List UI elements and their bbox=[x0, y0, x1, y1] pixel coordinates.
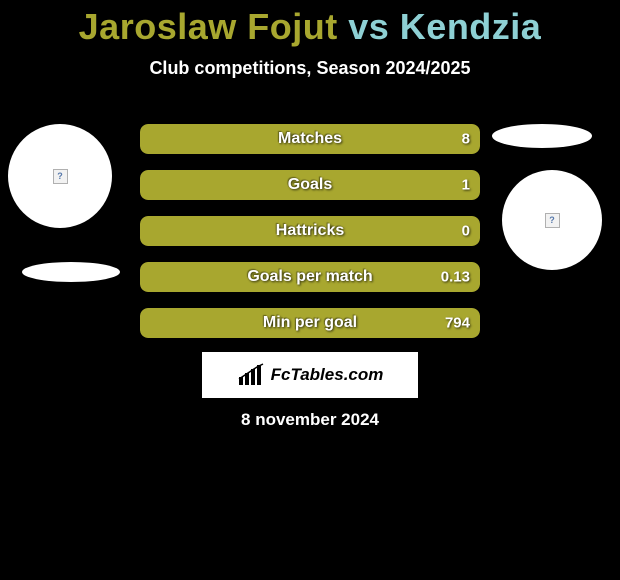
image-placeholder-icon: ? bbox=[545, 213, 560, 228]
stat-bar: Min per goal 794 bbox=[140, 308, 480, 338]
bar-label: Goals bbox=[288, 176, 332, 194]
title-player2: Kendzia bbox=[400, 6, 542, 47]
bar-label: Hattricks bbox=[276, 222, 344, 240]
bar-value-right: 0 bbox=[462, 223, 470, 240]
brand-box: FcTables.com bbox=[202, 352, 418, 398]
footer-date: 8 november 2024 bbox=[241, 410, 379, 430]
title-vs: vs bbox=[348, 6, 389, 47]
bar-label: Min per goal bbox=[263, 314, 357, 332]
brand-chart-icon bbox=[237, 363, 265, 387]
page-title: Jaroslaw Fojut vs Kendzia bbox=[0, 0, 620, 48]
image-placeholder-icon: ? bbox=[53, 169, 68, 184]
bar-value-right: 8 bbox=[462, 131, 470, 148]
avatar-shadow-left bbox=[22, 262, 120, 282]
brand-text: FcTables.com bbox=[271, 365, 384, 385]
bar-value-right: 794 bbox=[445, 315, 470, 332]
stat-bar: Hattricks 0 bbox=[140, 216, 480, 246]
bar-value-right: 1 bbox=[462, 177, 470, 194]
bar-label: Goals per match bbox=[247, 268, 372, 286]
bar-label: Matches bbox=[278, 130, 342, 148]
stat-bar: Matches 8 bbox=[140, 124, 480, 154]
title-player1: Jaroslaw Fojut bbox=[79, 6, 338, 47]
player-avatar-right: ? bbox=[502, 170, 602, 270]
stat-bar: Goals 1 bbox=[140, 170, 480, 200]
stat-bar: Goals per match 0.13 bbox=[140, 262, 480, 292]
subtitle: Club competitions, Season 2024/2025 bbox=[0, 58, 620, 79]
avatar-shadow-right bbox=[492, 124, 592, 148]
bar-value-right: 0.13 bbox=[441, 269, 470, 286]
comparison-bars: Matches 8 Goals 1 Hattricks 0 Goals per match 0… bbox=[140, 124, 480, 354]
player-avatar-left: ? bbox=[8, 124, 112, 228]
